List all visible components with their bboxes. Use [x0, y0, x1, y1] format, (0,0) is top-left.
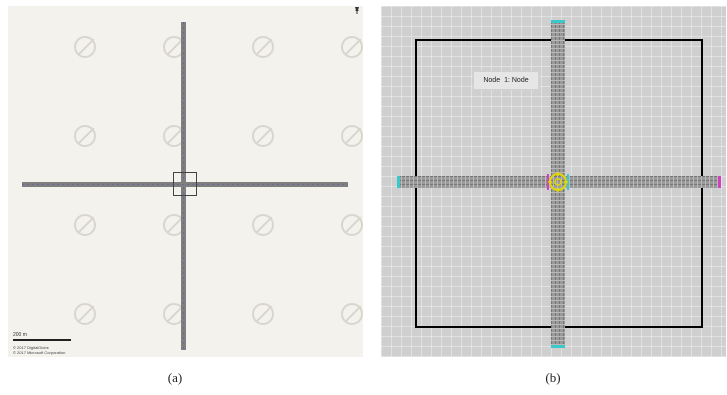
caption-a: (a) [167, 370, 183, 385]
tooltip-value: 1: Node [504, 77, 529, 84]
no-image-watermark-icon [252, 125, 274, 147]
lane-end-top [551, 20, 565, 23]
intersection-selection-box[interactable] [173, 172, 197, 196]
scale-bar [13, 339, 71, 341]
tooltip-label: Node [483, 77, 501, 84]
lane-end-bottom [551, 345, 565, 348]
no-image-watermark-icon [74, 214, 96, 236]
copyright-microsoft: © 2017 Microsoft Corporation [13, 350, 66, 355]
node-tooltip: Node 1: Node [473, 71, 539, 90]
node-marker-icon[interactable] [547, 171, 569, 193]
no-image-watermark-icon [341, 125, 363, 147]
copyright-digitalglobe: © 2017 DigitalGlobe [13, 345, 49, 350]
no-image-watermark-icon [252, 303, 274, 325]
scale-label: 200 m [13, 332, 27, 338]
horizontal-road-markings [22, 184, 348, 185]
network-panel-b: Node 1: Node [381, 6, 726, 357]
no-image-watermark-icon [74, 36, 96, 58]
lane-end-left [397, 176, 400, 188]
no-image-watermark-icon [252, 36, 274, 58]
pin-icon[interactable] [353, 6, 361, 14]
no-image-watermark-icon [341, 303, 363, 325]
caption-b: (b) [545, 370, 561, 385]
no-image-watermark-icon [341, 214, 363, 236]
horizontal-road [397, 176, 721, 188]
lane-end-right [718, 176, 721, 188]
map-panel-a: 200 m © 2017 DigitalGlobe © 2017 Microso… [8, 6, 363, 357]
no-image-watermark-icon [74, 303, 96, 325]
no-image-watermark-icon [252, 214, 274, 236]
no-image-watermark-icon [74, 125, 96, 147]
no-image-watermark-icon [341, 36, 363, 58]
